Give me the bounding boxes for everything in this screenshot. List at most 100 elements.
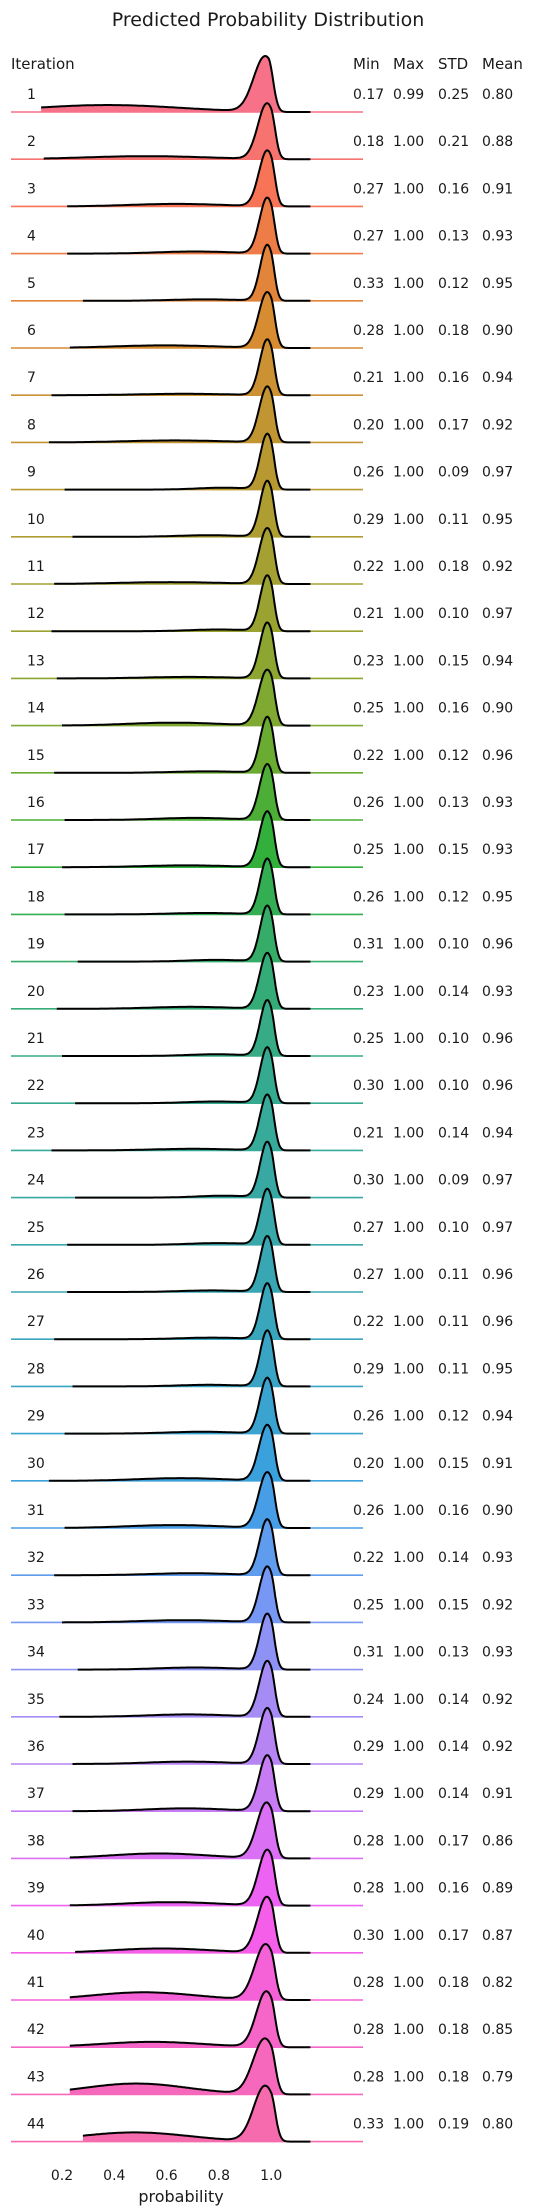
iteration-label: 19 <box>27 937 45 953</box>
iteration-label: 26 <box>27 1267 45 1283</box>
stat-header-std: STD <box>438 55 468 73</box>
x-tick-label: 1.0 <box>260 2168 282 2184</box>
ridge-9 <box>11 432 363 491</box>
stat-max: 1.00 <box>393 1503 424 1519</box>
stat-mean: 0.93 <box>482 984 513 1000</box>
stat-max: 1.00 <box>393 1786 424 1802</box>
ridge-area <box>54 528 311 584</box>
ridge-outline <box>56 621 311 680</box>
ridge-11 <box>11 527 363 585</box>
ridge-28 <box>11 1329 363 1388</box>
iteration-label: 23 <box>27 1125 45 1141</box>
stat-min: 0.27 <box>353 1220 384 1236</box>
stat-mean: 0.95 <box>482 512 513 528</box>
stat-mean: 0.96 <box>482 1031 513 1047</box>
stat-max: 1.00 <box>393 370 424 386</box>
stat-std: 0.18 <box>438 2022 469 2038</box>
stat-mean: 0.93 <box>482 1645 513 1661</box>
ridge-outline <box>54 527 311 585</box>
stat-min: 0.23 <box>353 653 384 669</box>
ridge-19 <box>11 904 363 963</box>
iteration-label: 14 <box>27 701 45 717</box>
iteration-label: 43 <box>27 2069 45 2085</box>
stat-max: 1.00 <box>393 181 424 197</box>
ridge-outline <box>62 810 311 869</box>
iteration-label: 13 <box>27 653 45 669</box>
stat-mean: 0.80 <box>482 2117 513 2133</box>
stat-std: 0.25 <box>438 87 469 103</box>
stat-header-mean: Mean <box>482 55 523 73</box>
stat-max: 1.00 <box>393 1881 424 1897</box>
stat-std: 0.16 <box>438 1881 469 1897</box>
stat-max: 1.00 <box>393 1597 424 1613</box>
ridge-outline <box>69 2037 311 2096</box>
ridge-outline <box>72 1754 311 1813</box>
ridge-6 <box>11 291 363 349</box>
stat-mean: 0.91 <box>482 1786 513 1802</box>
stat-max: 1.00 <box>393 889 424 905</box>
stat-min: 0.24 <box>353 1692 384 1708</box>
ridge-1 <box>11 55 363 113</box>
stat-std: 0.16 <box>438 701 469 717</box>
stat-std: 0.14 <box>438 1692 469 1708</box>
stat-min: 0.30 <box>353 1078 384 1094</box>
stat-std: 0.14 <box>438 1550 469 1566</box>
stat-min: 0.33 <box>353 2117 384 2133</box>
stat-min: 0.17 <box>353 87 384 103</box>
ridge-44 <box>11 2084 363 2143</box>
ridge-area <box>62 669 311 726</box>
stat-min: 0.29 <box>353 1739 384 1755</box>
stat-min: 0.22 <box>353 559 384 575</box>
ridge-14 <box>11 668 363 727</box>
ridge-area <box>69 1849 311 1906</box>
ridge-2 <box>11 102 363 161</box>
stat-min: 0.29 <box>353 1786 384 1802</box>
stat-header-max: Max <box>393 55 424 73</box>
stat-min: 0.26 <box>353 889 384 905</box>
stat-min: 0.21 <box>353 370 384 386</box>
ridge-43 <box>11 2037 363 2096</box>
iteration-label: 11 <box>27 559 45 575</box>
ridge-area <box>62 1566 311 1623</box>
stat-mean: 0.93 <box>482 1550 513 1566</box>
stat-std: 0.18 <box>438 1975 469 1991</box>
iteration-label: 41 <box>27 1975 45 1991</box>
stat-max: 1.00 <box>393 748 424 764</box>
iteration-label: 33 <box>27 1597 45 1613</box>
stat-mean: 0.92 <box>482 559 513 575</box>
stat-min: 0.30 <box>353 1173 384 1189</box>
stat-min: 0.22 <box>353 1314 384 1330</box>
stat-max: 1.00 <box>393 323 424 339</box>
stat-mean: 0.86 <box>482 1833 513 1849</box>
stat-mean: 0.93 <box>482 229 513 245</box>
stat-max: 1.00 <box>393 417 424 433</box>
ridge-area <box>64 858 311 915</box>
stat-mean: 0.89 <box>482 1881 513 1897</box>
x-tick-label: 0.4 <box>103 2168 125 2184</box>
stat-std: 0.11 <box>438 1267 469 1283</box>
ridge-25 <box>11 1187 363 1246</box>
stat-mean: 0.90 <box>482 1503 513 1519</box>
ridge-12 <box>11 574 363 633</box>
stat-min: 0.26 <box>353 1503 384 1519</box>
stat-std: 0.10 <box>438 606 469 622</box>
ridge-area <box>62 811 311 868</box>
stat-max: 1.00 <box>393 1739 424 1755</box>
stat-mean: 0.95 <box>482 889 513 905</box>
stat-mean: 0.96 <box>482 937 513 953</box>
ridge-42 <box>11 1990 363 2049</box>
iteration-label: 7 <box>27 370 36 386</box>
stat-max: 1.00 <box>393 134 424 150</box>
ridge-outline <box>69 1990 311 2049</box>
stat-std: 0.09 <box>438 465 469 481</box>
ridge-outline <box>62 668 311 727</box>
iteration-label: 24 <box>27 1173 45 1189</box>
stat-std: 0.17 <box>438 1833 469 1849</box>
stat-max: 1.00 <box>393 1314 424 1330</box>
ridge-outline <box>41 55 311 113</box>
stat-mean: 0.90 <box>482 701 513 717</box>
stat-max: 1.00 <box>393 984 424 1000</box>
ridge-area <box>82 244 311 301</box>
stat-std: 0.14 <box>438 1739 469 1755</box>
stat-std: 0.19 <box>438 2117 469 2133</box>
